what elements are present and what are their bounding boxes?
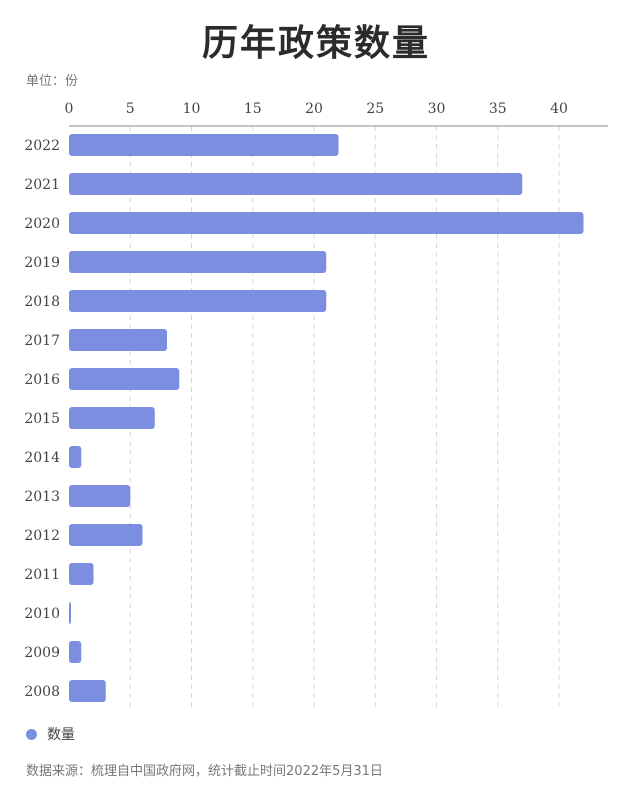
y-tick-label: 2020 [24,216,60,232]
bar [69,641,82,663]
x-tick-label: 30 [428,101,446,117]
bar [69,329,167,351]
bar [69,251,327,273]
bar [69,563,94,585]
y-tick-label: 2014 [24,450,60,466]
bar [69,173,523,195]
x-tick-label: 0 [65,101,74,117]
y-tick-label: 2013 [24,489,60,505]
bar [69,134,339,156]
y-tick-label: 2010 [24,606,60,622]
bar [69,524,143,546]
bar [69,680,106,702]
chart-title: 历年政策数量 [201,22,430,64]
y-tick-label: 2012 [24,528,60,544]
x-tick-label: 35 [489,101,507,117]
x-tick-label: 10 [183,101,201,117]
x-tick-label: 40 [550,101,568,117]
legend-marker [26,728,37,740]
bar [69,290,327,312]
y-tick-label: 2018 [24,294,60,310]
y-tick-label: 2017 [24,333,60,349]
y-tick-label: 2015 [24,411,60,427]
bar [69,212,584,234]
y-tick-label: 2011 [24,567,60,583]
bar [69,485,131,507]
y-tick-label: 2016 [24,372,60,388]
x-tick-label: 15 [244,101,262,117]
unit-label: 单位：份 [26,74,79,89]
legend: 数量 [26,724,75,744]
bar-chart: 0 5 10 15 20 25 30 35 40 2022 2021 2020 2019 2018 2017… [24,101,608,711]
bar [69,446,82,468]
y-tick-label: 2008 [24,684,60,700]
y-tick-label: 2022 [24,138,60,154]
bar [69,602,71,624]
source-note: 数据来源：梳理自中国政府网，统计截止时间2022年5月31日 [26,764,383,779]
y-tick-label: 2019 [24,255,60,271]
bar [69,407,155,429]
y-tick-label: 2021 [24,177,60,193]
x-tick-label: 25 [366,101,384,117]
bar [69,368,180,390]
x-tick-label: 20 [305,101,323,117]
x-tick-label: 5 [126,101,135,117]
legend-label: 数量 [47,727,75,743]
y-tick-label: 2009 [24,645,60,661]
